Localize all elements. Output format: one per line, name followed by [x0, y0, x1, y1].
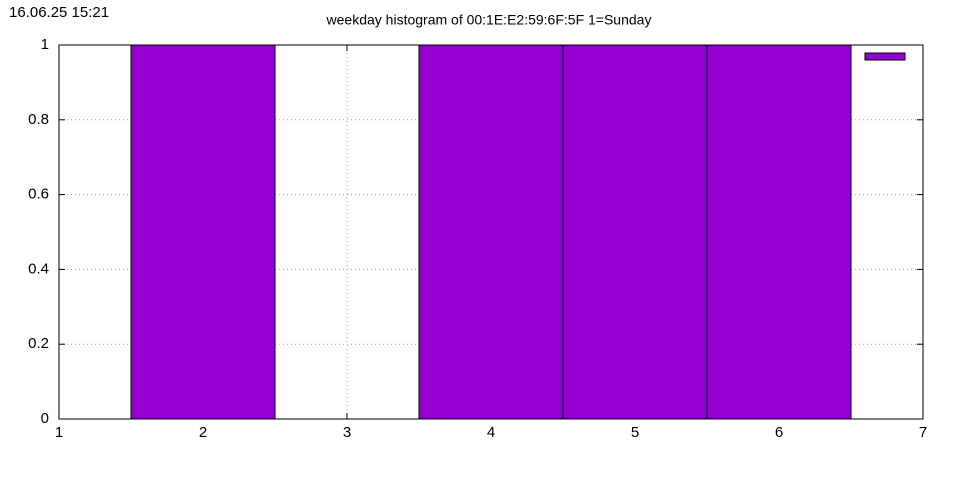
y-tick-label: 0.4 [28, 260, 49, 277]
bar [418, 44, 564, 420]
x-tick-label: 7 [919, 424, 927, 441]
x-tick-label: 3 [343, 424, 351, 441]
plot-border [58, 44, 924, 420]
x-tick-label: 6 [775, 424, 783, 441]
y-tick-label: 0 [41, 410, 49, 427]
x-tick-label: 4 [487, 424, 495, 441]
x-tick-label: 5 [631, 424, 639, 441]
bar [562, 44, 708, 420]
x-tick-label: 1 [55, 424, 63, 441]
timestamp: 16.06.25 15:21 [9, 4, 109, 21]
y-tick-label: 0.8 [28, 111, 49, 128]
x-tick-label: 2 [199, 424, 207, 441]
y-tick-label: 0.6 [28, 186, 49, 203]
y-tick-label: 0.2 [28, 335, 49, 352]
y-tick-label: 1 [41, 36, 49, 53]
bar [706, 44, 852, 420]
chart-title: weekday histogram of 00:1E:E2:59:6F:5F 1… [326, 12, 652, 28]
legend-swatch [864, 52, 906, 61]
bar [130, 44, 276, 420]
